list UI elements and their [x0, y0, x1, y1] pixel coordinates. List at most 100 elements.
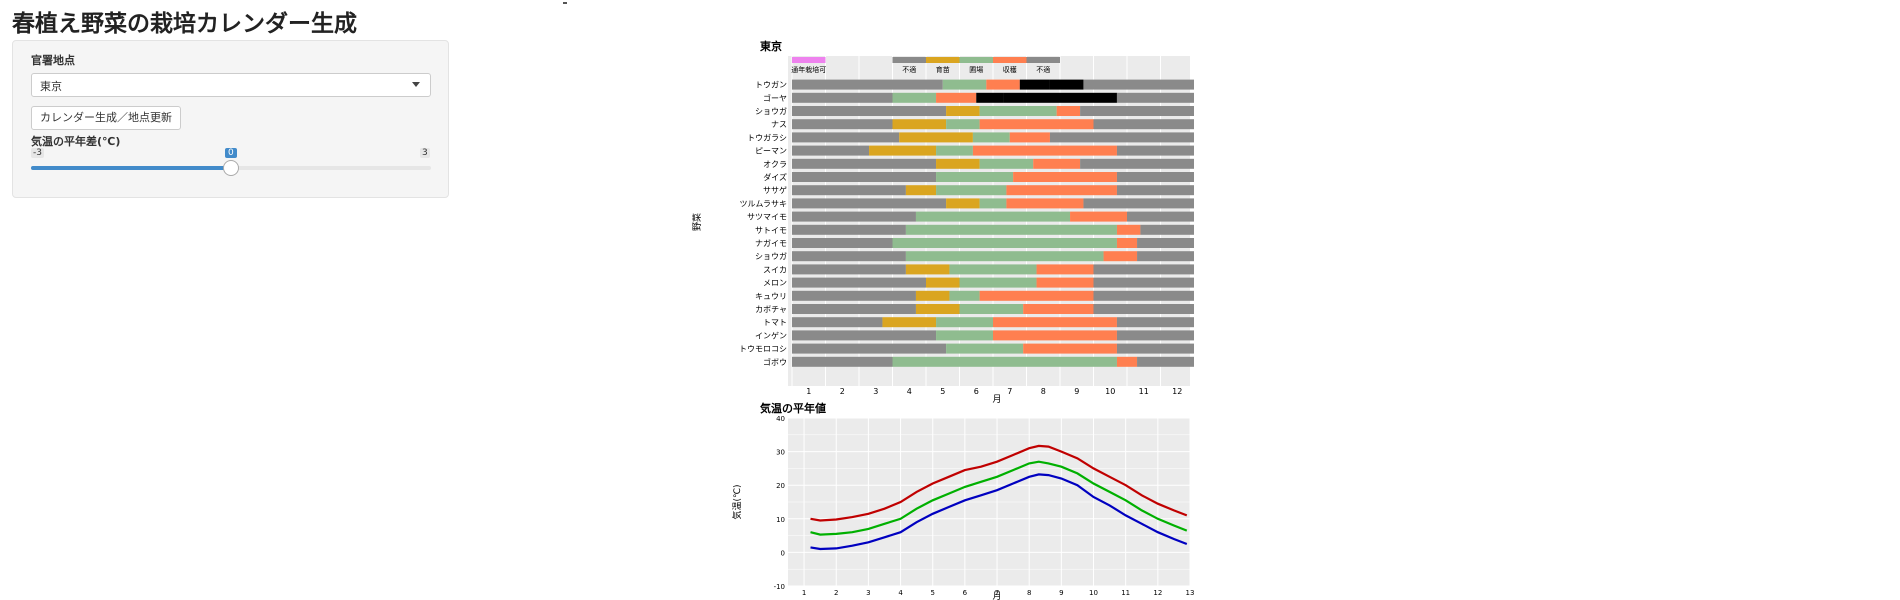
calendar-stage-bar: [959, 277, 1037, 288]
vegetable-label: サトイモ: [755, 226, 787, 235]
vegetable-label: キュウリ: [755, 292, 787, 301]
calendar-stage-bar: [1049, 79, 1084, 90]
calendar-stage-bar: [1070, 211, 1127, 222]
temperature-y-tick: 20: [776, 482, 785, 490]
calendar-stage-bar: [792, 264, 906, 275]
calendar-stage-bar: [972, 132, 1010, 143]
temperature-x-tick: 11: [1121, 589, 1130, 597]
calendar-stage-bar: [1023, 304, 1094, 314]
calendar-month-tick: 7: [1007, 387, 1012, 396]
calendar-stage-bar: [942, 79, 987, 90]
calendar-row: [792, 145, 1194, 156]
calendar-stage-bar: [792, 119, 893, 130]
calendar-stage-bar: [792, 277, 926, 288]
calendar-stage-bar: [979, 119, 1094, 130]
temperature-y-tick: 30: [776, 449, 785, 457]
legend-label: 収穫: [1003, 65, 1017, 74]
calendar-row: [792, 251, 1194, 262]
calendar-stage-bar: [979, 290, 1094, 301]
calendar-stage-bar: [869, 145, 937, 156]
temperature-y-tick: 10: [776, 516, 785, 524]
sidebar-panel: 官署地点 東京 カレンダー生成／地点更新 気温の平年差(℃) -3 3 0: [12, 40, 449, 198]
calendar-stage-bar: [936, 330, 993, 341]
calendar-stage-bar: [946, 198, 980, 209]
generate-calendar-button[interactable]: カレンダー生成／地点更新: [31, 106, 181, 130]
calendar-stage-bar: [1116, 185, 1194, 196]
calendar-stage-bar: [892, 119, 947, 130]
temperature-x-tick: 3: [866, 589, 870, 597]
calendar-month-tick: 4: [907, 387, 912, 396]
slider-min-label: -3: [31, 148, 44, 158]
temp-diff-slider-handle[interactable]: [223, 160, 239, 176]
calendar-stage-bar: [1127, 211, 1194, 222]
legend-swatch: [892, 57, 926, 63]
calendar-stage-bar: [1049, 132, 1194, 143]
temperature-x-tick: 10: [1089, 589, 1098, 597]
calendar-stage-bar: [1137, 238, 1194, 248]
legend-swatch: [959, 57, 993, 63]
calendar-stage-bar: [1033, 158, 1081, 169]
calendar-stage-bar: [1009, 132, 1050, 143]
temperature-x-tick: 6: [963, 589, 968, 597]
vegetable-label: ショウガ: [755, 251, 787, 261]
calendar-stage-bar: [1083, 198, 1194, 209]
calendar-stage-bar: [1056, 106, 1081, 116]
app-title: 春植え野菜の栽培カレンダー生成: [12, 11, 357, 37]
station-label: 官署地点: [31, 54, 75, 67]
calendar-stage-bar: [1093, 119, 1194, 130]
legend-label: 不適: [1036, 65, 1050, 74]
calendar-stage-bar: [1023, 343, 1117, 354]
calendar-stage-bar: [892, 92, 937, 103]
calendar-stage-bar: [792, 251, 906, 262]
calendar-stage-bar: [792, 198, 947, 209]
calendar-stage-bar: [905, 224, 1117, 235]
calendar-stage-bar: [1137, 356, 1194, 367]
temperature-x-tick: 12: [1153, 589, 1162, 597]
station-select[interactable]: 東京: [31, 73, 431, 97]
calendar-stage-bar: [792, 317, 883, 328]
legend-label: 圃場: [969, 65, 983, 74]
calendar-stage-bar: [792, 304, 916, 314]
calendar-stage-bar: [1103, 251, 1138, 262]
temperature-series-line: [810, 460, 1188, 536]
calendar-stage-bar: [915, 290, 950, 301]
calendar-stage-bar: [986, 79, 1020, 90]
temp-diff-label: 気温の平年差(℃): [31, 135, 121, 148]
temperature-title: 気温の平年値: [760, 401, 826, 415]
calendar-stage-bar: [993, 330, 1117, 341]
calendar-stage-bar: [1080, 158, 1194, 169]
calendar-stage-bar: [1006, 198, 1084, 209]
calendar-stage-bar: [1003, 92, 1117, 103]
calendar-stage-bar: [936, 158, 980, 169]
calendar-stage-bar: [915, 211, 1071, 222]
calendar-stage-bar: [1080, 106, 1194, 116]
calendar-stage-bar: [792, 211, 916, 222]
calendar-stage-bar: [949, 290, 980, 301]
vegetable-label: ササゲ: [763, 185, 787, 195]
vegetable-label: オクラ: [763, 160, 787, 169]
calendar-title: 東京: [760, 39, 782, 53]
legend-label: 育苗: [936, 65, 950, 74]
temperature-y-tick: 40: [776, 415, 785, 423]
chevron-down-icon: [412, 82, 420, 87]
vegetable-label: ナス: [771, 120, 787, 129]
calendar-stage-bar: [946, 119, 980, 130]
calendar-row: [792, 198, 1194, 209]
vegetable-label: ツルムラサキ: [740, 199, 787, 208]
station-select-value: 東京: [40, 80, 62, 93]
calendar-row: [792, 79, 1194, 90]
calendar-stage-bar: [1036, 264, 1094, 275]
calendar-stage-bar: [1013, 172, 1117, 182]
calendar-stage-bar: [936, 145, 973, 156]
temperature-y-tick: -10: [774, 583, 785, 591]
calendar-stage-bar: [792, 343, 947, 354]
calendar-row: [792, 356, 1194, 367]
calendar-row: [792, 317, 1194, 328]
calendar-stage-bar: [792, 330, 937, 341]
calendar-stage-bar: [899, 132, 973, 143]
calendar-stage-bar: [936, 92, 977, 103]
calendar-stage-bar: [905, 185, 937, 196]
calendar-stage-bar: [959, 304, 1024, 314]
vegetable-label: ゴーヤ: [763, 93, 787, 103]
